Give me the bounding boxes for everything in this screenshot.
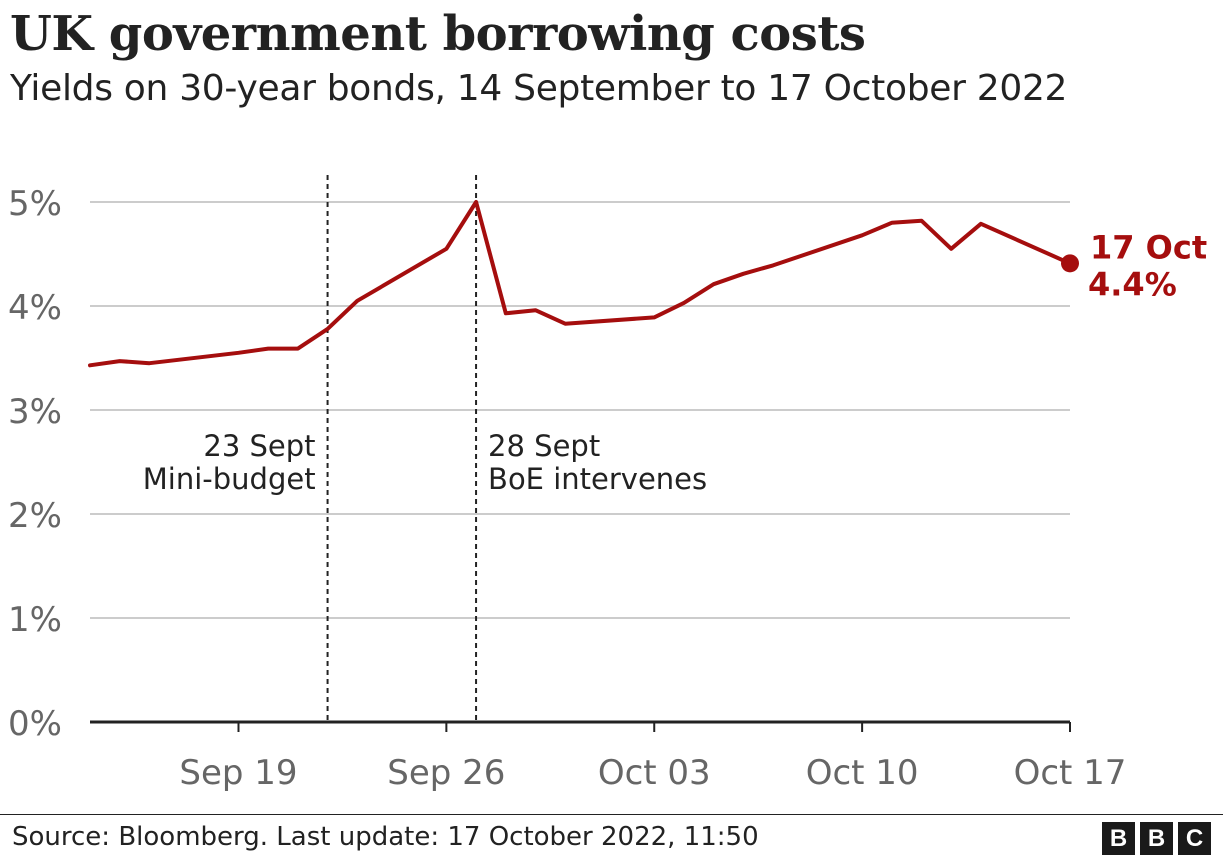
logo-letter: C [1178, 822, 1211, 855]
y-tick-label: 1% [8, 600, 62, 640]
end-point-marker [1061, 254, 1079, 273]
source-note: Source: Bloomberg. Last update: 17 Octob… [12, 822, 759, 852]
annotation-event: Mini-budget [143, 462, 316, 496]
annotation-date: 28 Sept [488, 429, 600, 463]
end-label-date: 17 Oct [1090, 228, 1207, 266]
annotation-date: 23 Sept [203, 429, 315, 463]
chart-title: UK government borrowing costs [10, 6, 866, 62]
y-tick-label: 5% [8, 184, 62, 224]
series-line [88, 200, 1072, 368]
x-tick-label: Oct 03 [598, 753, 711, 793]
x-tick-label: Oct 10 [806, 753, 919, 793]
x-tick-label: Sep 26 [387, 753, 505, 793]
end-label-value: 4.4% [1088, 265, 1177, 303]
logo-letter: B [1102, 822, 1135, 855]
x-tick-label: Sep 19 [179, 753, 297, 793]
y-tick-label: 3% [8, 392, 62, 432]
gridlines [90, 201, 1070, 619]
y-tick-label: 4% [8, 288, 62, 328]
chart-subtitle: Yields on 30-year bonds, 14 September to… [10, 68, 1068, 109]
bbc-logo: B B C [1102, 822, 1211, 855]
logo-letter: B [1140, 822, 1173, 855]
x-tick-label: Oct 17 [1014, 753, 1127, 793]
axes: 0% 1% 2% 3% 4% 5% Sep 19 Sep 26 Oct 03 Oct 10 Oct … [8, 184, 1126, 793]
y-tick-label: 2% [8, 496, 62, 536]
footer-divider [0, 814, 1223, 815]
annotation-event: BoE intervenes [488, 462, 707, 496]
series-layer [88, 200, 1079, 368]
y-tick-label: 0% [8, 704, 62, 744]
